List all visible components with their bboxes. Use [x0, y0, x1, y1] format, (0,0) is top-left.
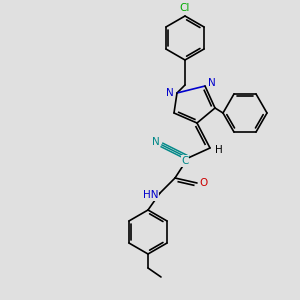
Text: N: N: [152, 137, 160, 147]
Text: O: O: [199, 178, 207, 188]
Text: H: H: [215, 145, 223, 155]
Text: N: N: [166, 88, 174, 98]
Text: C: C: [181, 156, 189, 166]
Text: N: N: [208, 78, 216, 88]
Text: HN: HN: [143, 190, 159, 200]
Text: Cl: Cl: [180, 3, 190, 13]
